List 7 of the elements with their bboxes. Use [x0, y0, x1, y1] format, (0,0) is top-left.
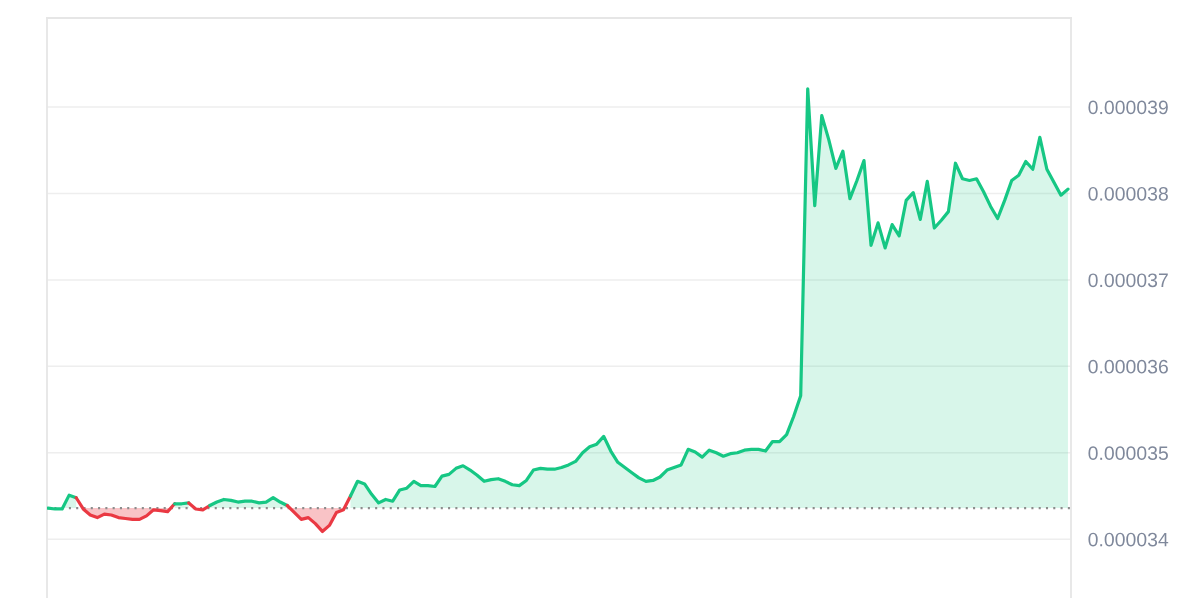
line-series: [285, 494, 353, 534]
y-tick-label: 0.000036: [1088, 359, 1168, 374]
y-tick-label: 0.000035: [1088, 446, 1168, 461]
y-tick-label: 0.000039: [1088, 100, 1168, 115]
y-tick-label: 0.000034: [1088, 532, 1169, 547]
y-tick-label: 0.000038: [1088, 186, 1168, 201]
y-tick-label: 0.000037: [1088, 273, 1168, 288]
